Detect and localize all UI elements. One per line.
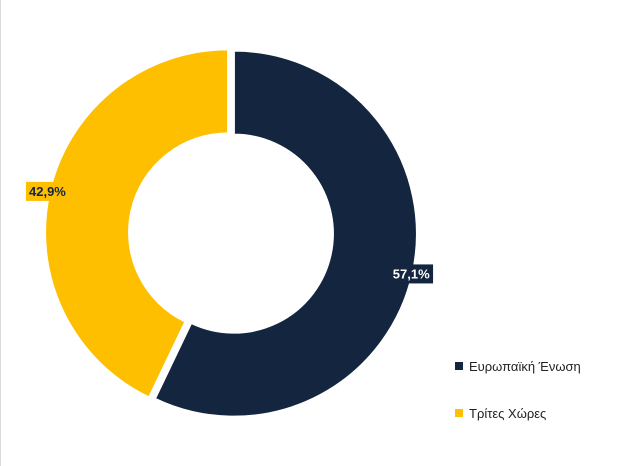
data-label-european-union-box <box>389 264 434 284</box>
slice-european-union <box>153 49 418 418</box>
data-label-third-countries: 42,9% <box>29 184 66 199</box>
legend: Ευρωπαϊκή Ένωση Τρίτες Χώρες <box>455 356 581 450</box>
data-label-european-union: 57,1% <box>393 266 430 281</box>
legend-item-third-countries: Τρίτες Χώρες <box>455 403 581 423</box>
legend-item-european-union: Ευρωπαϊκή Ένωση <box>455 356 581 376</box>
legend-swatch-third-countries <box>455 409 463 417</box>
data-labels: 57,1% 42,9% <box>26 181 434 284</box>
legend-label-european-union: Ευρωπαϊκή Ένωση <box>469 358 581 374</box>
slice-third-countries <box>44 48 230 399</box>
legend-swatch-european-union <box>455 362 463 370</box>
legend-label-third-countries: Τρίτες Χώρες <box>469 405 547 421</box>
data-label-european-union-group: 57,1% <box>389 264 434 284</box>
data-label-third-countries-box <box>26 181 70 201</box>
frame-left-border <box>0 0 1 466</box>
donut-slices <box>44 48 418 418</box>
data-label-third-countries-group: 42,9% <box>26 181 70 201</box>
